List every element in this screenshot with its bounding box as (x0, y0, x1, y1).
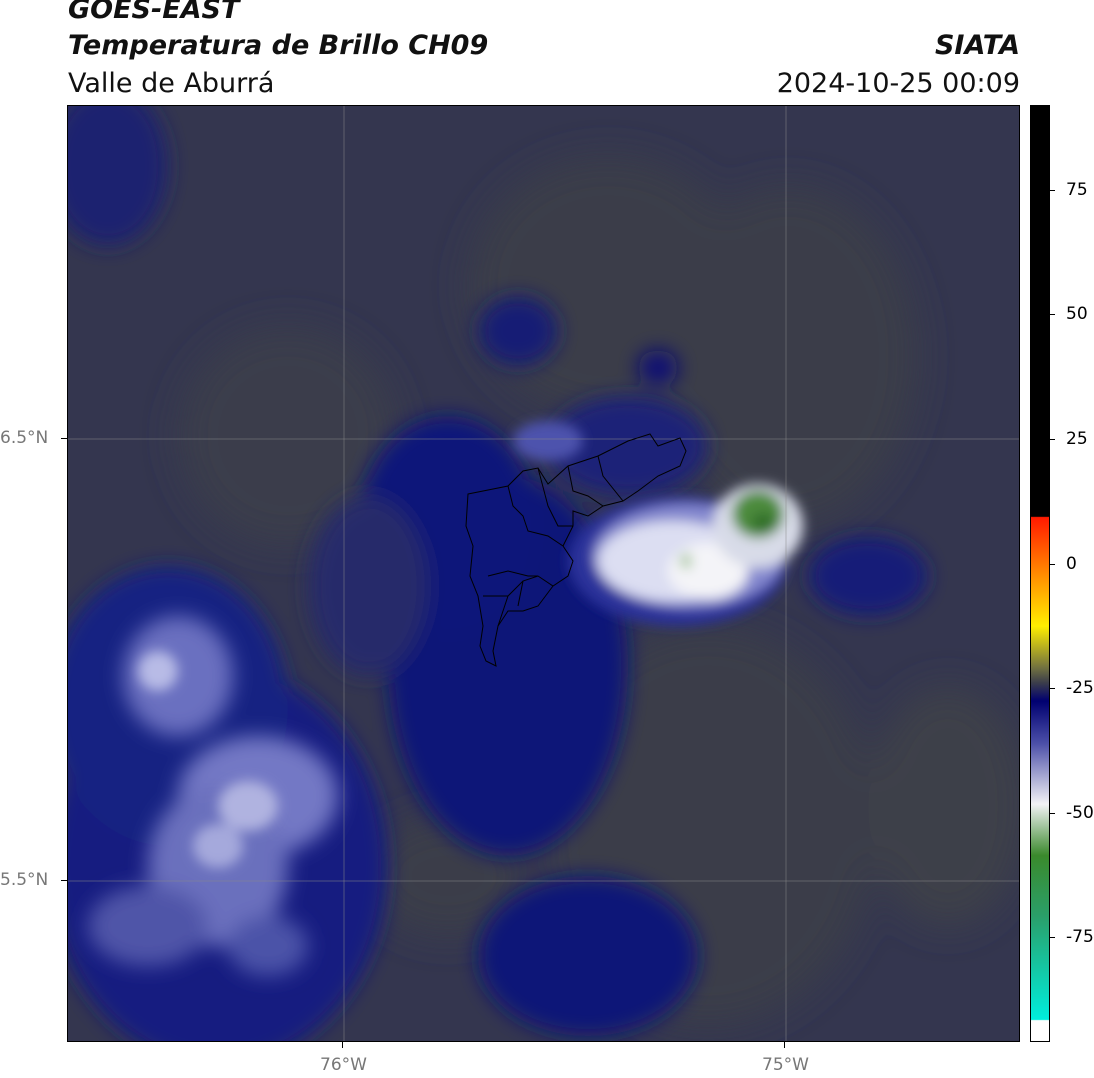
map-canvas (68, 106, 1019, 1041)
colorbar-tick-label: 0 (1066, 554, 1077, 574)
brightness-temperature-map (67, 105, 1020, 1042)
colorbar-tick-mark (1050, 937, 1055, 938)
x-tick-mark (342, 1042, 343, 1048)
colorbar-tick-label: -50 (1066, 803, 1094, 823)
colorbar (1030, 105, 1050, 1042)
colorbar-tick-mark (1050, 564, 1055, 565)
colorbar-tick-label: 25 (1066, 429, 1088, 449)
product-title: Temperatura de Brillo CH09 (68, 30, 489, 61)
colorbar-tick-mark (1050, 314, 1055, 315)
x-tick-label-76w: 76°W (320, 1055, 367, 1075)
warm-regions (178, 156, 1019, 1026)
y-tick-label-5-5n: 5.5°N (0, 870, 49, 890)
colorbar-tick-mark (1050, 439, 1055, 440)
y-tick-label-6-5n: 6.5°N (0, 428, 49, 448)
x-tick-label-75w: 75°W (762, 1055, 809, 1075)
colorbar-tick-label: 75 (1066, 180, 1088, 200)
x-tick-mark (784, 1042, 785, 1048)
colorbar-tick-label: 50 (1066, 304, 1088, 324)
graticule (68, 106, 1019, 1041)
colorbar-tick-label: -75 (1066, 927, 1094, 947)
datetime-label: 2024-10-25 00:09 (776, 68, 1020, 99)
colorbar-tick-label: -25 (1066, 678, 1094, 698)
colorbar-gradient (1031, 106, 1049, 1041)
convective-cell (513, 421, 803, 626)
y-tick-mark (61, 880, 67, 881)
satellite-title: GOES-EAST (68, 0, 240, 25)
colorbar-tick-mark (1050, 813, 1055, 814)
organization-label: SIATA (934, 30, 1020, 61)
y-tick-mark (61, 438, 67, 439)
municipality-boundaries (465, 433, 687, 667)
colorbar-tick-mark (1050, 688, 1055, 689)
region-subtitle: Valle de Aburrá (68, 68, 275, 99)
colorbar-tick-mark (1050, 190, 1055, 191)
cold-cloud-core (138, 651, 278, 868)
